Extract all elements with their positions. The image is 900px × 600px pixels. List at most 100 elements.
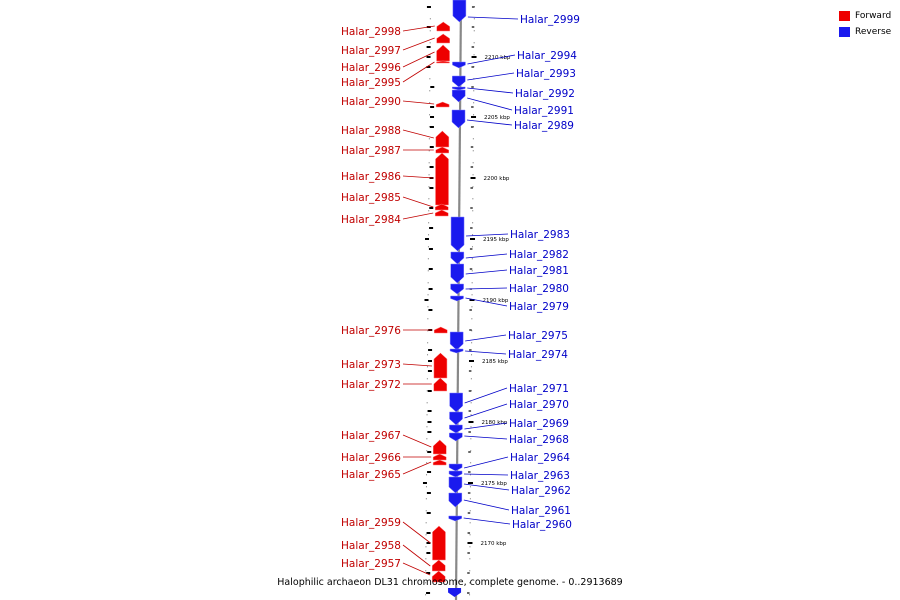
forward-gene-label[interactable]: Halar_2973: [341, 359, 401, 371]
major-tick: [469, 299, 475, 301]
reverse-gene-label[interactable]: Halar_2981: [509, 265, 569, 277]
reverse-gene-halar_2994[interactable]: [452, 61, 466, 69]
left-tick: [426, 532, 431, 534]
forward-gene-halar_2966[interactable]: [432, 453, 447, 461]
forward-gene-label[interactable]: Halar_2988: [341, 125, 401, 137]
forward-swatch: [839, 11, 850, 21]
forward-gene-halar_2965[interactable]: [432, 459, 447, 466]
forward-gene-label[interactable]: Halar_2995: [341, 77, 401, 89]
forward-gene-halar_2986[interactable]: [435, 152, 449, 206]
forward-gene-label[interactable]: Halar_2967: [341, 430, 401, 442]
forward-gene-label[interactable]: Halar_2959: [341, 517, 401, 529]
forward-gene-halar_2990[interactable]: [435, 101, 450, 108]
forward-gene-halar_2996[interactable]: [436, 44, 450, 62]
reverse-gene-label[interactable]: Halar_2991: [514, 105, 574, 117]
reverse-gene-halar_2989[interactable]: [451, 109, 466, 129]
reverse-gene-label[interactable]: Halar_2970: [509, 399, 569, 411]
leader-line: [465, 269, 508, 275]
reverse-gene-halar_2991[interactable]: [451, 89, 466, 103]
reverse-gene-label[interactable]: Halar_2980: [509, 283, 569, 295]
forward-gene-label[interactable]: Halar_2990: [341, 96, 401, 108]
forward-gene-label[interactable]: Halar_2958: [341, 540, 401, 552]
forward-gene-label[interactable]: Halar_2985: [341, 192, 401, 204]
forward-gene-label[interactable]: Halar_2965: [341, 469, 401, 481]
forward-gene-halar_2988[interactable]: [435, 130, 450, 148]
forward-gene-halar_2958[interactable]: [432, 559, 446, 572]
minor-tick: [471, 46, 475, 48]
reverse-gene-label[interactable]: Halar_2994: [517, 50, 577, 62]
leader-line: [402, 544, 431, 567]
forward-gene-label[interactable]: Halar_2996: [341, 62, 401, 74]
reverse-gene-halar_2974[interactable]: [449, 348, 464, 354]
reverse-gene-halar_2980[interactable]: [450, 283, 464, 295]
reverse-gene-halar_2992[interactable]: [452, 86, 466, 91]
reverse-gene-halar_2979[interactable]: [450, 295, 464, 302]
reverse-gene-halar_2971[interactable]: [449, 392, 463, 413]
left-tick: [426, 46, 431, 48]
reverse-gene-halar_2962[interactable]: [448, 476, 463, 494]
forward-gene-label[interactable]: Halar_2987: [341, 145, 401, 157]
reverse-gene-halar_2993[interactable]: [452, 75, 466, 88]
reverse-gene-halar_2960[interactable]: [448, 515, 462, 522]
reverse-gene-label[interactable]: Halar_2960: [512, 519, 572, 531]
reverse-gene-halar_2968[interactable]: [449, 432, 463, 442]
reverse-gene-label[interactable]: Halar_2979: [509, 301, 569, 313]
forward-gene-halar_2987[interactable]: [435, 146, 449, 154]
forward-gene-halar_2967[interactable]: [433, 439, 447, 455]
reverse-gene-halar_2999[interactable]: [452, 0, 467, 23]
reverse-gene-label[interactable]: Halar_2969: [509, 418, 569, 430]
forward-gene-halar_2995[interactable]: [436, 60, 450, 64]
major-tick: [471, 56, 477, 58]
reverse-gene-halar_2975[interactable]: [449, 331, 464, 351]
reverse-gene-label[interactable]: Halar_2963: [510, 470, 570, 482]
left-tick: [427, 410, 432, 412]
minor-tick: [469, 329, 472, 331]
forward-gene-halar_2959[interactable]: [432, 525, 446, 561]
reverse-gene-halar_2961[interactable]: [448, 492, 463, 508]
forward-gene-label[interactable]: Halar_2997: [341, 45, 401, 57]
reverse-gene-label[interactable]: Halar_2982: [509, 249, 569, 261]
left-tick: [427, 390, 432, 392]
reverse-gene-label[interactable]: Halar_2961: [511, 505, 571, 517]
forward-gene-label[interactable]: Halar_2986: [341, 171, 401, 183]
forward-gene-halar_2998[interactable]: [436, 21, 451, 32]
reverse-gene-label[interactable]: Halar_2968: [509, 434, 569, 446]
leader-line: [464, 387, 508, 404]
forward-gene-halar_2984[interactable]: [434, 209, 449, 217]
forward-gene-halar_2972[interactable]: [433, 377, 448, 392]
reverse-gene-halar_2964[interactable]: [448, 463, 463, 472]
minor-tick: [471, 106, 474, 108]
reverse-gene-halar_2981[interactable]: [450, 263, 464, 284]
forward-gene-halar_2973[interactable]: [433, 352, 448, 379]
forward-gene-halar_2997[interactable]: [436, 33, 450, 44]
leader-line: [402, 61, 435, 83]
forward-gene-halar_2985[interactable]: [435, 203, 449, 211]
reverse-gene-halar_2983[interactable]: [450, 216, 465, 252]
reverse-gene-label[interactable]: Halar_2999: [520, 14, 580, 26]
forward-gene-label[interactable]: Halar_2972: [341, 379, 401, 391]
reverse-gene-halar_2970[interactable]: [449, 411, 463, 426]
reverse-gene-label[interactable]: Halar_2992: [515, 88, 575, 100]
reverse-gene-label[interactable]: Halar_2964: [510, 452, 570, 464]
reverse-gene-label[interactable]: Halar_2974: [508, 349, 568, 361]
leader-line: [466, 119, 513, 126]
forward-gene-label[interactable]: Halar_2957: [341, 558, 401, 570]
minor-tick: [468, 431, 471, 433]
reverse-gene-label[interactable]: Halar_2993: [516, 68, 576, 80]
minor-tick: [468, 370, 472, 372]
reverse-gene-label[interactable]: Halar_2971: [509, 383, 569, 395]
reverse-gene-label[interactable]: Halar_2975: [508, 330, 568, 342]
reverse-gene-halar_2963[interactable]: [448, 470, 463, 478]
forward-gene-halar_2957[interactable]: [431, 570, 446, 583]
reverse-gene-label[interactable]: Halar_2962: [511, 485, 571, 497]
reverse-gene-halar_2982[interactable]: [450, 251, 465, 265]
forward-gene-label[interactable]: Halar_2966: [341, 452, 401, 464]
reverse-gene-halar_2969[interactable]: [449, 424, 463, 434]
reverse-gene-label[interactable]: Halar_2989: [514, 120, 574, 132]
leader-line: [402, 521, 431, 544]
forward-gene-halar_2976[interactable]: [434, 326, 448, 334]
forward-gene-label[interactable]: Halar_2998: [341, 26, 401, 38]
reverse-gene-label[interactable]: Halar_2983: [510, 229, 570, 241]
forward-gene-label[interactable]: Halar_2984: [341, 214, 401, 226]
forward-gene-label[interactable]: Halar_2976: [341, 325, 401, 337]
